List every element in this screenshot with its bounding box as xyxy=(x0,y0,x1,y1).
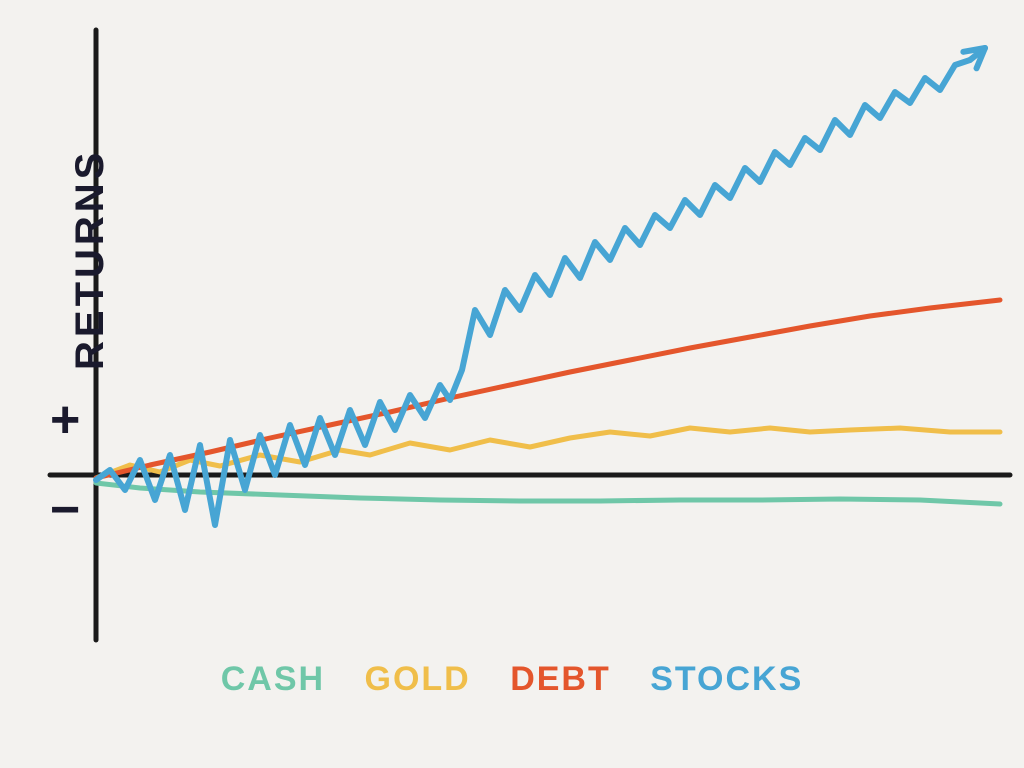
legend-item-gold: GOLD xyxy=(365,660,471,698)
series-cash xyxy=(96,483,1000,504)
plus-sign: + xyxy=(50,390,80,450)
legend: CASH GOLD DEBT STOCKS xyxy=(0,660,1024,699)
minus-sign: − xyxy=(50,480,80,540)
legend-item-cash: CASH xyxy=(221,660,325,698)
returns-chart xyxy=(0,0,1024,768)
series-stocks xyxy=(96,60,970,525)
legend-item-debt: DEBT xyxy=(510,660,611,698)
legend-item-stocks: STOCKS xyxy=(650,660,803,698)
y-axis-label: RETURNS xyxy=(68,149,113,370)
